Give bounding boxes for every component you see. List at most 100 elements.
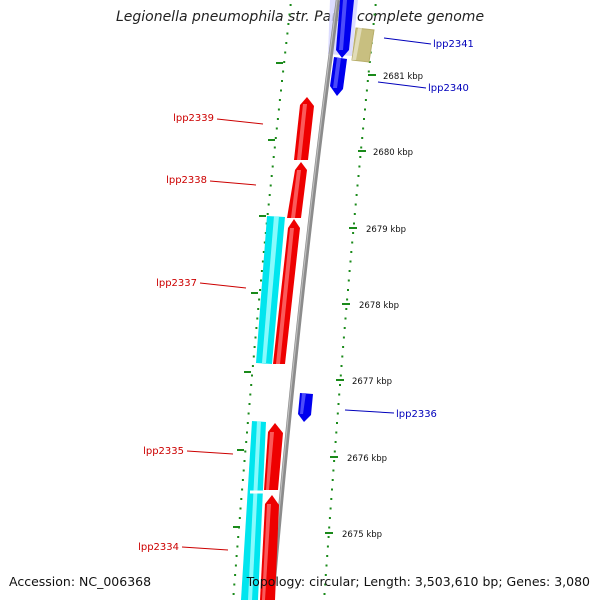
track-dot: [342, 346, 345, 348]
track-dot: [271, 165, 274, 168]
gene-label-lpp2340[interactable]: lpp2340: [428, 83, 469, 94]
track-dot: [352, 232, 355, 234]
track-dot: [253, 346, 256, 348]
track-dot: [331, 488, 333, 491]
track-dot: [344, 317, 347, 320]
track-dot: [366, 80, 369, 82]
track-dot: [289, 4, 292, 6]
track-dot: [275, 127, 278, 130]
track-dot: [266, 213, 269, 215]
coordinate-ticks: 2681 kbp 2680 kbp 2679 kbp 2678 kbp 2677…: [325, 72, 423, 540]
gene-label-lpp2336[interactable]: lpp2336: [396, 409, 437, 420]
track-dot: [237, 536, 240, 538]
track-dot: [239, 507, 242, 510]
track-dot: [324, 574, 327, 576]
track-dot: [328, 517, 331, 519]
track-dot: [251, 374, 253, 377]
track-dot: [342, 336, 345, 339]
track-dot: [235, 555, 238, 557]
track-dot: [359, 156, 362, 158]
track-dot: [374, 4, 377, 6]
track-dot: [288, 13, 291, 16]
track-dot: [364, 108, 366, 111]
accession-text: Accession: NC_006368: [9, 574, 152, 589]
track-dot: [357, 175, 360, 177]
track-dot: [373, 13, 376, 16]
track-dot: [346, 298, 349, 301]
gene-label-lpp2338[interactable]: lpp2338: [166, 175, 207, 186]
track-dot: [262, 251, 265, 253]
track-dot: [345, 308, 348, 310]
track-dot: [246, 431, 248, 434]
gene-label-lpp2341[interactable]: lpp2341: [433, 39, 474, 50]
tick-label: 2675 kbp: [342, 530, 382, 540]
track-dot: [354, 203, 357, 206]
track-dot: [270, 175, 273, 177]
track-dot: [349, 260, 352, 263]
track-dot: [280, 89, 282, 92]
tick-label: 2679 kbp: [366, 225, 406, 235]
track-dot: [287, 23, 290, 25]
track-dot: [245, 441, 248, 443]
track-dot: [341, 355, 344, 358]
gene-label-lpp2339[interactable]: lpp2339: [173, 113, 214, 124]
track-dot: [330, 498, 333, 500]
track-dot: [269, 184, 272, 187]
tick-label: 2681 kbp: [383, 72, 423, 82]
track-dot: [343, 327, 346, 329]
gene-label-lpp2337[interactable]: lpp2337: [156, 278, 197, 289]
track-dot: [326, 555, 329, 557]
track-dot: [241, 488, 244, 491]
track-dot: [331, 479, 334, 481]
track-dot: [361, 137, 364, 139]
track-dot: [272, 156, 275, 158]
right-dotted-track: [323, 4, 377, 595]
track-dot: [333, 450, 336, 453]
gene-label-lpp2335[interactable]: lpp2335: [143, 446, 184, 457]
map-title: Legionella pneumophila str. Paris, compl…: [115, 9, 485, 25]
track-dot: [328, 526, 331, 529]
tick-label: 2680 kbp: [373, 148, 413, 158]
gene-arrows: [260, 0, 354, 600]
track-dot: [286, 32, 289, 35]
track-dot: [364, 99, 367, 101]
track-dot: [236, 545, 239, 548]
track-dot: [347, 289, 349, 291]
track-dot: [263, 241, 266, 244]
gene-labels: lpp2341 lpp2340 lpp2339 lpp2338 lpp2337 …: [138, 37, 474, 553]
track-dot: [259, 289, 262, 291]
track-dot: [251, 365, 254, 367]
track-dot: [273, 146, 276, 149]
track-dot: [362, 127, 365, 130]
track-dot: [232, 593, 235, 595]
track-dot: [234, 564, 237, 567]
track-dot: [348, 270, 351, 272]
track-dot: [325, 564, 328, 567]
gene-lpp2336-arrow: [298, 393, 313, 422]
track-dot: [233, 583, 236, 586]
track-dot: [356, 184, 359, 187]
track-dot: [250, 384, 253, 386]
track-dot: [333, 460, 336, 462]
track-dot: [353, 213, 356, 215]
track-dot: [329, 507, 332, 510]
features: [241, 0, 375, 600]
olive-feature: [351, 27, 375, 63]
track-dot: [332, 469, 335, 472]
track-dot: [353, 222, 355, 225]
track-dot: [285, 42, 288, 44]
track-dot: [355, 194, 358, 196]
track-dot: [268, 194, 271, 196]
track-dot: [365, 89, 368, 92]
track-dot: [372, 23, 375, 25]
track-dot: [276, 118, 279, 120]
track-dot: [368, 61, 371, 63]
gene-label-lpp2334[interactable]: lpp2334: [138, 542, 179, 553]
track-dot: [282, 70, 285, 73]
track-dot: [274, 137, 277, 139]
track-dot: [284, 51, 287, 54]
track-dot: [261, 260, 264, 263]
track-dot: [360, 146, 363, 149]
track-dot: [240, 498, 243, 500]
tick-label: 2676 kbp: [347, 454, 387, 464]
